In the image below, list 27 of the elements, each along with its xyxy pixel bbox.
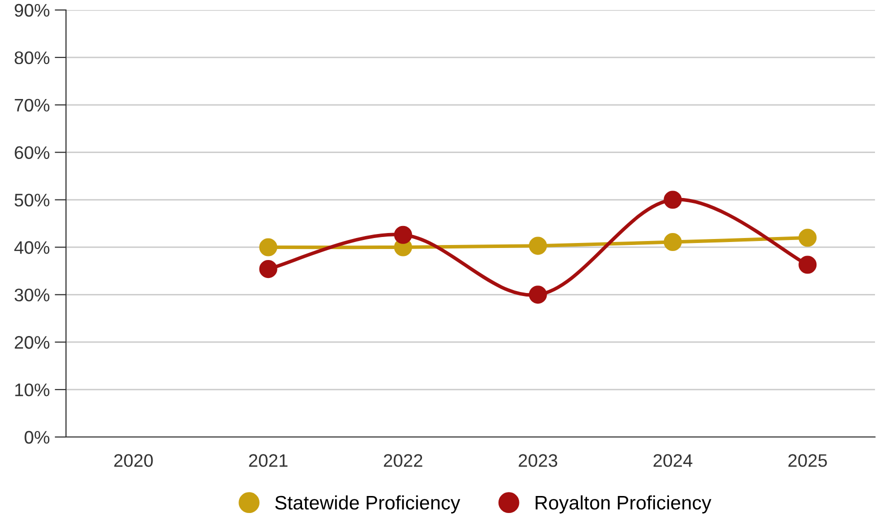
x-tick-label: 2024 <box>654 454 692 467</box>
y-tick-label: 90% <box>14 4 50 17</box>
y-tick-label: 30% <box>14 288 50 302</box>
y-tick-label: 80% <box>14 51 50 64</box>
point <box>259 238 278 256</box>
x-tick-label: 2025 <box>788 454 827 467</box>
point <box>798 256 817 274</box>
point <box>528 236 547 255</box>
legend-label: Statewide Proficiency <box>275 495 460 514</box>
y-tick-label: 0% <box>24 430 50 444</box>
point <box>259 260 278 278</box>
y-tick-label: 70% <box>14 98 50 112</box>
point <box>664 190 682 209</box>
y-tick-label: 50% <box>14 194 50 206</box>
x-tick-label: 2021 <box>249 454 288 467</box>
x-tick-label: 2022 <box>384 454 422 467</box>
y-tick-label: 20% <box>14 336 50 349</box>
y-tick-label: 10% <box>15 383 50 396</box>
x-tick-label: 2023 <box>518 454 558 467</box>
point <box>528 286 547 304</box>
x-tick-label: 2020 <box>114 454 153 467</box>
legend-label: Royalton Proficiency <box>536 495 712 514</box>
point <box>798 228 817 247</box>
y-tick-label: 40% <box>14 241 50 254</box>
point <box>394 226 412 244</box>
y-tick-label: 60% <box>14 146 50 160</box>
point <box>664 232 682 252</box>
